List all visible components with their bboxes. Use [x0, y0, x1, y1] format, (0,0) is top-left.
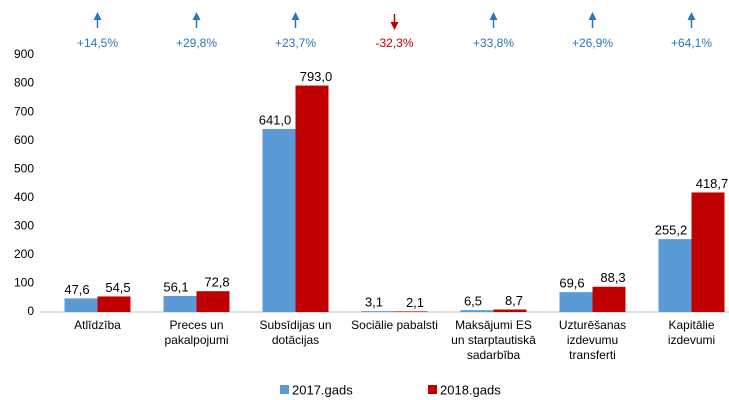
x-tick-label: Preces un pakalpojumi: [164, 318, 229, 347]
bar: [361, 311, 395, 312]
bar: [592, 286, 626, 312]
value-label: 3,1: [365, 295, 383, 310]
arrow-head: [192, 12, 201, 20]
change-label: +26,9%: [572, 36, 613, 50]
value-label: 8,7: [505, 293, 523, 308]
change-label: +64,1%: [671, 36, 712, 50]
bar: [262, 128, 296, 312]
value-label: 72,8: [204, 275, 229, 290]
bar: [163, 295, 197, 312]
y-tick-label: 400: [14, 190, 34, 204]
x-tick-label: Atlīdzība: [74, 318, 121, 332]
value-label: 418,7: [696, 176, 729, 191]
value-label: 641,0: [259, 112, 292, 127]
bar: [460, 310, 494, 312]
value-label: 6,5: [464, 294, 482, 309]
value-label: 255,2: [655, 223, 688, 238]
change-label: +23,7%: [275, 36, 316, 50]
change-label: +33,8%: [473, 36, 514, 50]
y-tick-label: 500: [14, 161, 34, 175]
x-tick-label: Subsīdijas un dotācijas: [259, 318, 332, 347]
bar: [196, 291, 230, 312]
change-label: +14,5%: [77, 36, 118, 50]
change-label: -32,3%: [375, 36, 413, 50]
value-label: 69,6: [559, 276, 584, 291]
arrow-head: [687, 12, 696, 20]
change-label: +29,8%: [176, 36, 217, 50]
bar: [691, 192, 725, 312]
arrow-head: [588, 12, 597, 20]
legend-swatch: [428, 385, 437, 394]
value-label: 54,5: [105, 280, 130, 295]
arrow-head: [93, 12, 102, 20]
bar: [658, 239, 692, 312]
value-label: 47,6: [64, 282, 89, 297]
bar: [559, 292, 593, 312]
bar: [394, 311, 428, 312]
arrow-head: [291, 12, 300, 20]
y-tick-label: 700: [14, 104, 34, 118]
bar: [295, 85, 329, 312]
arrow-head: [390, 22, 399, 30]
arrow-head: [489, 12, 498, 20]
y-tick-label: 800: [14, 76, 34, 90]
legend-swatch: [280, 385, 289, 394]
y-tick-label: 200: [14, 247, 34, 261]
bar: [64, 298, 98, 312]
value-label: 2,1: [406, 295, 424, 310]
bar: [97, 296, 131, 312]
x-tick-label: Kapitālie izdevumi: [667, 318, 716, 347]
y-tick-label: 600: [14, 133, 34, 147]
value-label: 88,3: [600, 270, 625, 285]
bar: [493, 309, 527, 312]
x-tick-label: Uzturēšanas izdevumu transferti: [558, 318, 627, 362]
y-tick-label: 0: [27, 304, 34, 318]
legend-label: 2018.gads: [440, 382, 501, 397]
value-label: 793,0: [300, 69, 333, 84]
y-tick-label: 100: [14, 276, 34, 290]
x-tick-label: Sociālie pabalsti: [351, 318, 438, 332]
value-label: 56,1: [163, 279, 188, 294]
x-tick-label: Maksājumi ES un starptautiskā sadarbība: [451, 318, 536, 362]
legend-label: 2017.gads: [292, 382, 353, 397]
y-tick-label: 300: [14, 219, 34, 233]
y-tick-label: 900: [14, 47, 34, 61]
